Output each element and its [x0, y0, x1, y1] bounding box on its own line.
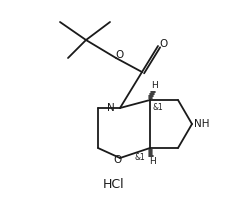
- Text: O: O: [115, 50, 123, 60]
- Text: NH: NH: [194, 119, 210, 129]
- Text: &1: &1: [135, 154, 145, 163]
- Text: O: O: [159, 39, 167, 49]
- Text: HCl: HCl: [103, 178, 125, 191]
- Text: N: N: [107, 103, 115, 113]
- Text: O: O: [114, 155, 122, 165]
- Text: &1: &1: [153, 104, 163, 112]
- Text: H: H: [149, 157, 155, 167]
- Text: H: H: [151, 82, 157, 91]
